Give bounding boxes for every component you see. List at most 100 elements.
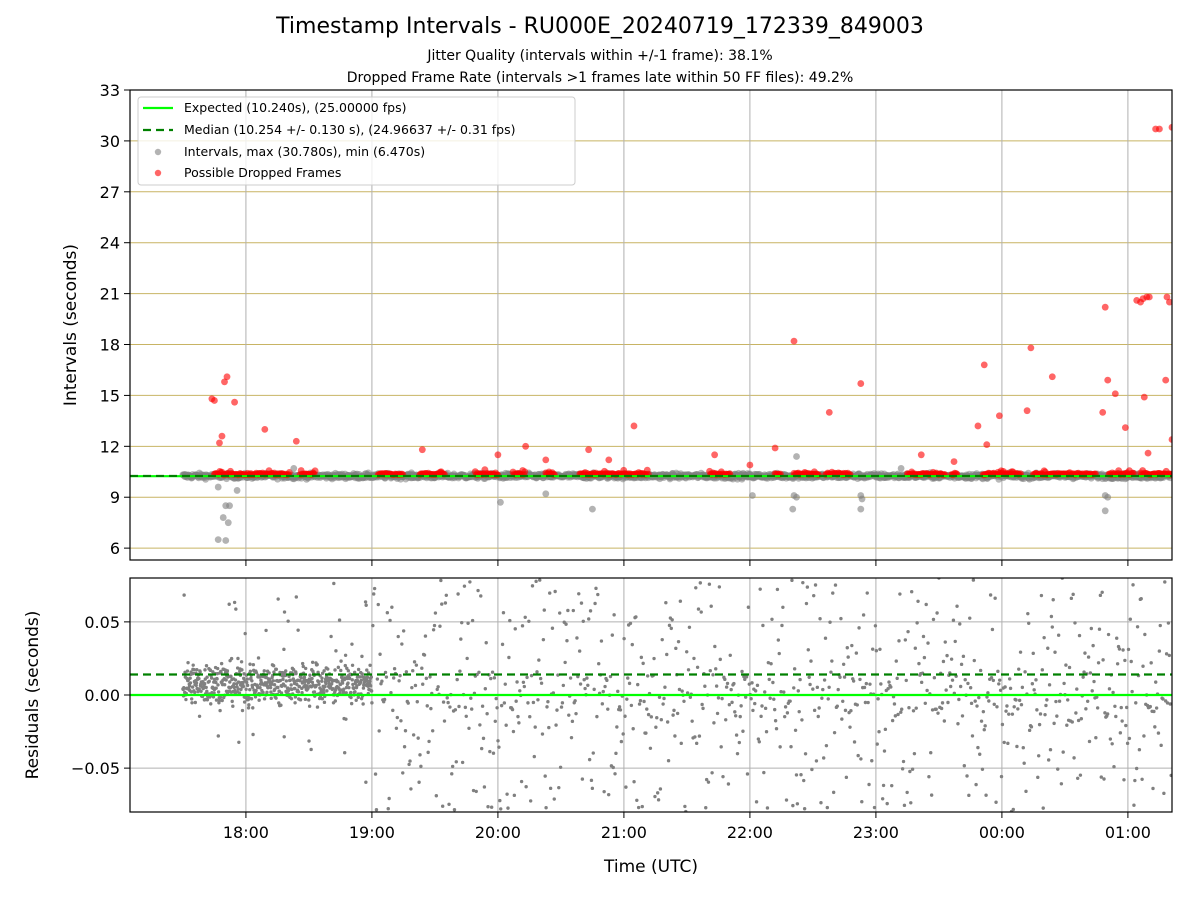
- residual-point: [463, 705, 468, 710]
- residual-point: [1113, 704, 1117, 708]
- residual-point: [209, 702, 213, 706]
- residual-point: [753, 701, 757, 706]
- residual-point: [932, 676, 937, 680]
- residual-point: [349, 695, 353, 700]
- residual-point: [682, 699, 686, 704]
- residual-point: [732, 681, 736, 686]
- intervals-y-tick-label: 6: [110, 539, 120, 558]
- residual-point: [733, 710, 737, 714]
- residual-point: [799, 773, 803, 777]
- residual-point: [363, 600, 368, 604]
- residual-point: [1081, 675, 1085, 679]
- residual-point: [742, 674, 746, 679]
- residual-point: [258, 686, 262, 690]
- residual-point: [322, 700, 327, 705]
- residual-point: [189, 697, 194, 701]
- residual-point: [402, 745, 407, 749]
- residual-point: [488, 749, 492, 754]
- residual-point: [840, 717, 844, 721]
- residual-point: [485, 712, 489, 716]
- residual-point: [1042, 635, 1046, 640]
- residual-point: [559, 705, 564, 709]
- residual-point: [1067, 665, 1072, 670]
- residual-point: [1005, 704, 1009, 708]
- residual-point: [350, 678, 354, 682]
- residual-point: [188, 676, 192, 680]
- residual-point: [836, 687, 840, 692]
- residual-point: [440, 602, 444, 606]
- residual-point: [359, 696, 364, 701]
- residual-point: [359, 678, 364, 682]
- x-tick-label: 19:00: [349, 823, 395, 842]
- residual-point: [316, 670, 320, 675]
- residual-point: [303, 697, 308, 702]
- residual-point: [1095, 695, 1099, 699]
- residual-point: [257, 675, 262, 679]
- residual-point: [1084, 707, 1088, 711]
- residual-point: [958, 622, 962, 626]
- residual-point: [842, 675, 847, 679]
- residual-point: [602, 789, 606, 794]
- residual-point: [400, 642, 404, 646]
- residual-point: [191, 663, 195, 667]
- residual-point: [540, 732, 545, 736]
- residual-point: [707, 582, 712, 586]
- residual-point: [946, 700, 950, 705]
- residual-point: [965, 774, 969, 778]
- residual-point: [986, 691, 990, 695]
- intervals-y-tick-label: 9: [110, 488, 120, 507]
- residual-point: [761, 623, 765, 628]
- residual-point: [714, 667, 718, 671]
- residual-point: [249, 697, 254, 701]
- residual-point: [292, 679, 296, 683]
- residual-point: [523, 615, 527, 619]
- residual-point: [349, 701, 354, 706]
- residual-point: [944, 688, 948, 692]
- dropped-outlier-point: [950, 458, 958, 465]
- residual-point: [1022, 761, 1026, 765]
- residual-point: [1131, 583, 1135, 587]
- residual-point: [886, 687, 890, 691]
- residual-point: [326, 667, 330, 671]
- residual-point: [545, 705, 549, 709]
- residual-point: [184, 697, 188, 702]
- residual-point: [1016, 707, 1020, 711]
- residual-point: [322, 669, 326, 673]
- residual-point: [995, 705, 999, 709]
- residual-point: [612, 613, 616, 617]
- residual-point: [1003, 685, 1007, 689]
- residual-point: [377, 729, 381, 733]
- residual-point: [1096, 661, 1101, 665]
- residual-point: [680, 689, 684, 693]
- residual-point: [276, 597, 280, 601]
- residual-point: [829, 670, 833, 674]
- residual-point: [835, 704, 840, 708]
- residual-point: [747, 682, 752, 686]
- residual-point: [821, 687, 825, 692]
- residual-point: [211, 670, 215, 674]
- residual-point: [283, 684, 287, 688]
- residual-point: [441, 700, 446, 704]
- residual-point: [588, 609, 593, 613]
- residual-point: [665, 652, 669, 657]
- residual-point: [334, 649, 338, 653]
- residual-point: [477, 670, 481, 674]
- residual-point: [1011, 807, 1015, 812]
- residual-point: [868, 682, 872, 686]
- residual-point: [434, 794, 439, 798]
- residual-point: [916, 599, 920, 603]
- residual-point: [1153, 725, 1157, 729]
- residual-point: [338, 690, 342, 695]
- residual-point: [286, 619, 290, 623]
- residual-point: [307, 739, 311, 743]
- residual-point: [820, 696, 824, 700]
- residual-point: [355, 684, 359, 688]
- residual-point: [963, 678, 967, 682]
- residual-point: [677, 687, 682, 692]
- residual-point: [896, 712, 900, 717]
- residual-point: [978, 668, 983, 673]
- residual-point: [556, 673, 560, 677]
- residual-point: [614, 751, 618, 756]
